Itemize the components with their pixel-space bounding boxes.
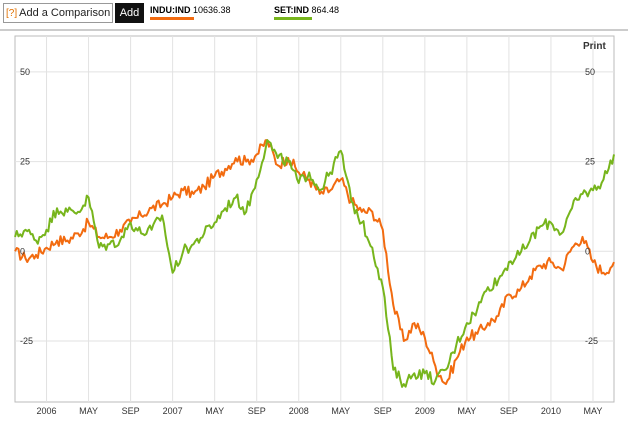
legend-swatch-indu bbox=[150, 17, 194, 20]
legend-item-set: SET:IND 864.48 bbox=[274, 5, 339, 15]
y-tick-label-right: -25 bbox=[585, 336, 598, 346]
legend-swatch-set bbox=[274, 17, 312, 20]
x-tick-label: 2007 bbox=[163, 406, 183, 416]
x-tick-label: MAY bbox=[205, 406, 224, 416]
legend-value: 10636.38 bbox=[193, 5, 231, 15]
toolbar: [?] Add a Comparison Add INDU:IND 10636.3… bbox=[0, 0, 628, 30]
y-tick-label-left: 25 bbox=[20, 157, 30, 167]
series-line-setind bbox=[14, 139, 615, 388]
x-tick-label: 2010 bbox=[541, 406, 561, 416]
x-tick-label: SEP bbox=[374, 406, 392, 416]
y-tick-label-left: -25 bbox=[20, 336, 33, 346]
y-tick-label-left: 50 bbox=[20, 67, 30, 77]
x-tick-label: MAY bbox=[584, 406, 603, 416]
plot-frame bbox=[14, 35, 615, 403]
x-tick-label: 2006 bbox=[37, 406, 57, 416]
add-comparison-field[interactable]: [?] Add a Comparison bbox=[3, 3, 113, 23]
x-tick-label: MAY bbox=[331, 406, 350, 416]
x-tick-label: SEP bbox=[122, 406, 140, 416]
legend-name: SET:IND bbox=[274, 5, 310, 15]
x-tick-label: 2008 bbox=[289, 406, 309, 416]
add-comparison-label: Add a Comparison bbox=[19, 7, 111, 19]
y-tick-label-right: 50 bbox=[585, 67, 595, 77]
x-tick-label: 2009 bbox=[415, 406, 435, 416]
help-icon[interactable]: [?] bbox=[6, 8, 18, 19]
add-button[interactable]: Add bbox=[115, 3, 144, 23]
x-tick-label: MAY bbox=[79, 406, 98, 416]
legend-value: 864.48 bbox=[311, 5, 340, 15]
y-tick-label-left: 0 bbox=[20, 246, 25, 256]
print-button[interactable]: Print bbox=[583, 41, 606, 52]
legend-name: INDU:IND bbox=[150, 5, 191, 15]
chart-series bbox=[14, 139, 615, 388]
x-tick-label: SEP bbox=[248, 406, 266, 416]
chart-grid bbox=[0, 29, 628, 403]
x-tick-label: MAY bbox=[457, 406, 476, 416]
y-axis-left: 50 25 0 -25 bbox=[20, 67, 33, 346]
y-tick-label-right: 25 bbox=[585, 157, 595, 167]
x-axis: 2006 MAY SEP 2007 MAY SEP 2008 MAY SEP 2009 MAY SEP… bbox=[37, 406, 603, 416]
y-tick-label-right: 0 bbox=[585, 246, 590, 256]
y-axis-right: 50 25 0 -25 bbox=[585, 67, 598, 346]
series-line-induind bbox=[14, 139, 615, 386]
legend-item-indu: INDU:IND 10636.38 bbox=[150, 5, 231, 15]
x-tick-label: SEP bbox=[500, 406, 518, 416]
